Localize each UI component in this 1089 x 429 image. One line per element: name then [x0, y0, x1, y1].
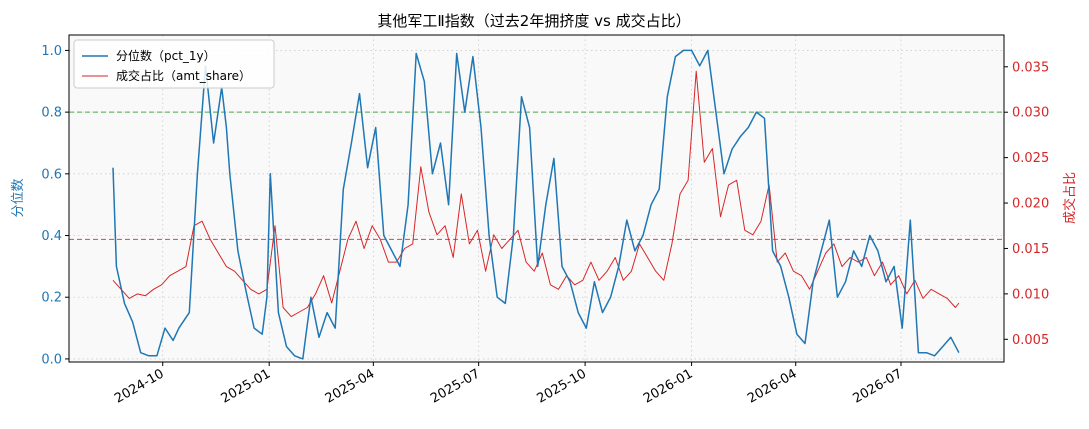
x-tick-label: 2026-07: [850, 366, 905, 406]
chart-title: 其他军工Ⅱ指数（过去2年拥挤度 vs 成交占比）: [377, 12, 690, 30]
series-line-pct: [112, 49, 960, 360]
y-tick-label-left: 1.0: [41, 44, 62, 59]
y-tick-label-right: 0.030: [1012, 106, 1049, 121]
x-tick-label: 2026-04: [745, 366, 800, 406]
right-axis: 0.005 0.010 0.015 0.020 0.025 0.030 0.035: [1004, 60, 1049, 348]
y-tick-label-left: 0.2: [41, 291, 62, 306]
y-tick-label-right: 0.015: [1012, 242, 1049, 257]
legend-box: [73, 39, 275, 89]
y-tick-label-left: 0.4: [41, 229, 62, 244]
series-lines: [112, 49, 960, 360]
x-tick-label: 2025-10: [535, 366, 590, 406]
x-tick-label: 2026-01: [641, 366, 696, 406]
y-tick-label-right: 0.010: [1012, 287, 1049, 302]
x-tick-label: 2024-10: [112, 366, 167, 406]
y-tick-label-left: 0.0: [41, 352, 62, 367]
plot-frame: [68, 34, 1005, 363]
left-axis: 0.0 0.2 0.4 0.6 0.8 1.0: [41, 44, 69, 367]
y-tick-label-right: 0.005: [1012, 333, 1049, 348]
plot-area: [69, 35, 1004, 362]
legend-label-share: 成交占比（amt_share）: [116, 68, 251, 83]
x-tick-label: 2025-07: [428, 366, 483, 406]
y-tick-label-right: 0.025: [1012, 151, 1049, 166]
y-tick-label-left: 0.6: [41, 167, 62, 182]
legend-label-pct: 分位数（pct_1y）: [116, 48, 216, 63]
y-tick-label-right: 0.035: [1012, 60, 1049, 75]
x-tick-label: 2025-01: [219, 366, 274, 406]
x-tick-label: 2025-04: [323, 366, 378, 406]
y-tick-label-left: 0.8: [41, 106, 62, 121]
legend: 分位数（pct_1y） 成交占比（amt_share）: [73, 39, 275, 89]
y-axis-right-label: 成交占比: [1062, 172, 1078, 224]
y-tick-label-right: 0.020: [1012, 197, 1049, 212]
x-axis: 2024-10 2025-01 2025-04 2025-07 2025-10 2026-…: [112, 362, 905, 407]
y-axis-left-label: 分位数: [11, 178, 26, 217]
